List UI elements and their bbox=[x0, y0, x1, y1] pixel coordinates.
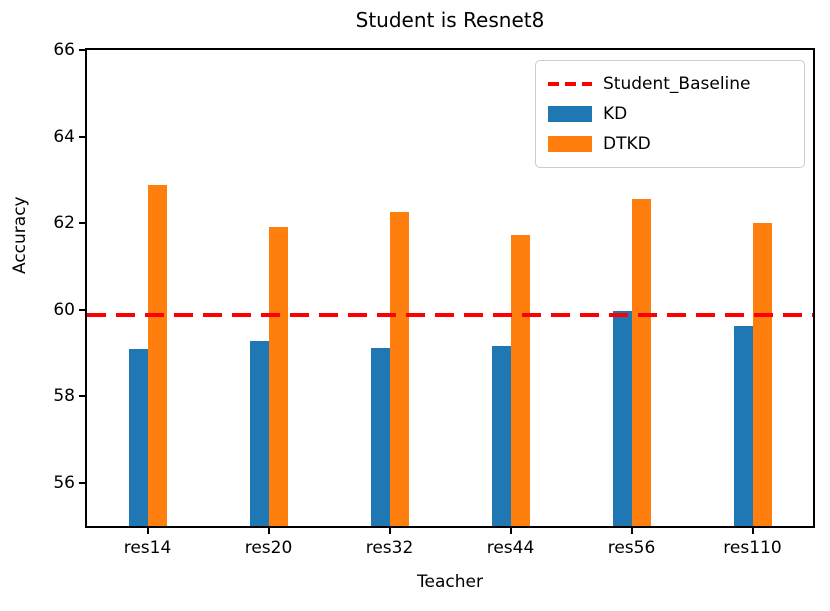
bar-kd-res32 bbox=[370, 347, 390, 526]
bar-kd-res14 bbox=[128, 348, 148, 526]
x-tick-mark bbox=[146, 528, 149, 534]
y-tick-label: 66 bbox=[53, 40, 75, 60]
legend-label-dtkd: DTKD bbox=[603, 134, 651, 154]
y-tick-mark bbox=[79, 481, 85, 484]
bar-dtkd-res14 bbox=[147, 185, 167, 526]
y-tick-mark bbox=[79, 395, 85, 398]
x-tick-label-res44: res44 bbox=[486, 538, 535, 558]
chart-title: Student is Resnet8 bbox=[355, 8, 545, 32]
y-tick-label: 64 bbox=[53, 126, 75, 147]
y-axis-label: Accuracy bbox=[10, 196, 30, 274]
y-tick-label: 62 bbox=[53, 213, 75, 234]
x-tick-mark bbox=[267, 528, 270, 534]
x-tick-mark bbox=[751, 528, 754, 534]
bar-dtkd-res20 bbox=[268, 227, 288, 526]
y-tick-label: 58 bbox=[53, 386, 75, 407]
bars-layer bbox=[87, 50, 813, 526]
legend-row-kd: KD bbox=[548, 99, 792, 129]
dtkd-swatch-icon bbox=[548, 136, 592, 152]
x-tick-label-res20: res20 bbox=[244, 538, 293, 558]
bar-dtkd-res110 bbox=[752, 223, 772, 526]
kd-swatch-icon bbox=[548, 106, 592, 122]
x-tick-mark bbox=[630, 528, 633, 534]
x-tick-mark bbox=[388, 528, 391, 534]
legend-row-baseline: Student_Baseline bbox=[548, 69, 792, 99]
x-tick-mark bbox=[509, 528, 512, 534]
bar-dtkd-res44 bbox=[510, 234, 530, 526]
y-tick-mark bbox=[79, 49, 85, 51]
x-axis-label: Teacher bbox=[417, 572, 483, 592]
x-tick-label-res14: res14 bbox=[123, 538, 172, 558]
legend: Student_Baseline KD DTKD bbox=[535, 60, 805, 168]
legend-label-baseline: Student_Baseline bbox=[603, 74, 751, 94]
x-tick-label-res110: res110 bbox=[723, 538, 782, 558]
baseline-dash-sample-icon bbox=[548, 82, 592, 86]
y-tick-mark bbox=[79, 308, 85, 311]
y-tick-mark bbox=[79, 135, 85, 138]
bar-kd-res44 bbox=[491, 346, 511, 526]
bar-kd-res20 bbox=[249, 341, 269, 526]
baseline-line bbox=[87, 312, 813, 317]
bar-kd-res56 bbox=[612, 310, 632, 526]
legend-row-dtkd: DTKD bbox=[548, 129, 792, 159]
bar-dtkd-res56 bbox=[631, 199, 651, 526]
plot-area: 56 58 60 62 64 66 res14 res20 res32 res44 res56 re… bbox=[53, 40, 815, 558]
y-tick-mark bbox=[79, 222, 85, 225]
legend-label-kd: KD bbox=[603, 104, 628, 124]
bar-kd-res110 bbox=[733, 326, 753, 526]
bar-dtkd-res32 bbox=[389, 212, 409, 526]
y-tick-label: 60 bbox=[53, 299, 75, 320]
y-tick-label: 56 bbox=[53, 472, 75, 493]
x-tick-label-res56: res56 bbox=[607, 538, 656, 558]
x-tick-label-res32: res32 bbox=[365, 538, 414, 558]
